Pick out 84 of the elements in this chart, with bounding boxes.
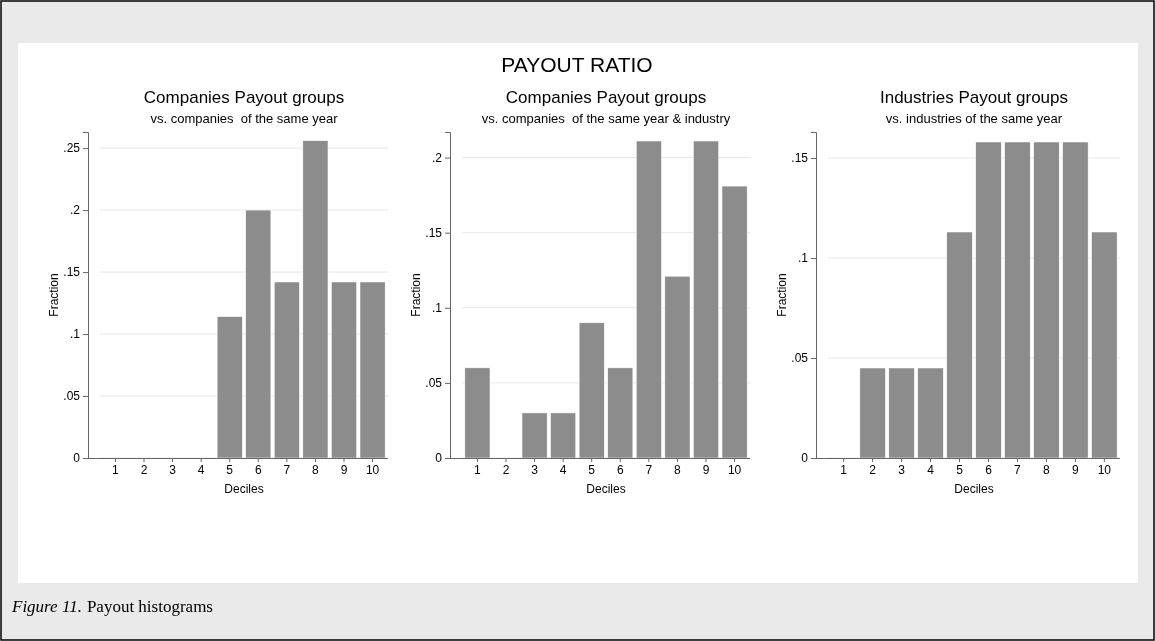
bar <box>888 367 915 459</box>
bar <box>1091 231 1118 459</box>
x-tick-label: 8 <box>1043 462 1051 477</box>
x-tick-label: 5 <box>956 462 964 477</box>
bar <box>464 367 491 459</box>
x-tick-label: 2 <box>869 462 877 477</box>
y-tick-label: .05 <box>425 376 443 391</box>
bar <box>331 281 357 459</box>
x-tick-label: 4 <box>197 462 205 477</box>
bar <box>975 141 1002 459</box>
x-tick-label: 7 <box>645 462 653 477</box>
bar <box>693 140 719 459</box>
bar <box>1062 141 1089 459</box>
y-axis-title: Fraction <box>47 273 61 317</box>
x-tick-label: 3 <box>169 462 177 477</box>
x-tick-label: 10 <box>1097 462 1112 477</box>
x-tick-label: 1 <box>112 462 120 477</box>
y-tick-label: .1 <box>797 251 809 266</box>
x-tick-label: 1 <box>840 462 848 477</box>
x-tick-label: 5 <box>588 462 596 477</box>
x-axis-title: Deciles <box>954 482 994 496</box>
bar <box>636 140 662 459</box>
bar <box>607 367 634 459</box>
x-tick-label: 8 <box>674 462 682 477</box>
x-axis-title: Deciles <box>586 482 626 496</box>
bar <box>550 412 576 459</box>
bar <box>1033 141 1060 459</box>
bar <box>1004 141 1031 459</box>
x-tick-label: 2 <box>502 462 510 477</box>
y-tick-label: .2 <box>431 150 443 165</box>
x-tick-label: 8 <box>312 462 320 477</box>
y-tick-label: .05 <box>791 351 809 366</box>
chart-title: Companies Payout groups <box>143 88 345 107</box>
bar <box>946 231 973 459</box>
y-tick-label: 0 <box>435 451 443 466</box>
x-tick-label: 6 <box>616 462 624 477</box>
y-axis-title: Fraction <box>409 273 423 317</box>
x-tick-label: 9 <box>702 462 710 477</box>
y-tick-label: .15 <box>791 151 809 166</box>
x-tick-label: 3 <box>531 462 539 477</box>
bar <box>245 209 272 459</box>
x-tick-label: 9 <box>340 462 348 477</box>
bar <box>274 281 300 459</box>
bar <box>216 316 243 459</box>
x-tick-label: 2 <box>140 462 148 477</box>
chart-subtitle: vs. industries of the same year <box>885 111 1063 126</box>
chart-subtitle: vs. companies of the same year <box>150 111 339 126</box>
chart-title: Industries Payout groups <box>879 88 1069 107</box>
bar <box>521 412 548 459</box>
x-tick-label: 10 <box>365 462 380 477</box>
x-axis-title: Deciles <box>224 482 264 496</box>
bar <box>917 367 944 459</box>
text: PAYOUT RATIO <box>501 53 653 76</box>
x-tick-label: 4 <box>927 462 935 477</box>
x-tick-label: 4 <box>559 462 567 477</box>
chart-subtitle: vs. companies of the same year & industry <box>481 111 731 126</box>
y-tick-label: .15 <box>425 225 443 240</box>
y-tick-label: .15 <box>63 265 81 280</box>
caption: Figure 11. <box>11 597 82 616</box>
chart-title: Companies Payout groups <box>505 88 707 107</box>
bar <box>578 322 605 459</box>
y-tick-label: 0 <box>73 451 81 466</box>
x-tick-label: 6 <box>254 462 262 477</box>
x-tick-label: 7 <box>283 462 291 477</box>
bar <box>359 281 386 459</box>
y-tick-label: .1 <box>431 301 443 316</box>
x-tick-label: 3 <box>898 462 906 477</box>
y-tick-label: .1 <box>69 327 81 342</box>
x-tick-label: 1 <box>474 462 482 477</box>
bar <box>302 140 329 459</box>
y-tick-label: .2 <box>69 203 81 218</box>
x-tick-label: 6 <box>985 462 993 477</box>
text: Payout histograms <box>86 597 213 616</box>
bar <box>859 367 886 459</box>
y-tick-label: 0 <box>801 451 809 466</box>
y-tick-label: .25 <box>63 141 81 156</box>
y-axis-title: Fraction <box>775 273 789 317</box>
x-tick-label: 10 <box>727 462 742 477</box>
bar <box>664 275 691 459</box>
y-tick-label: .05 <box>63 389 81 404</box>
bar <box>721 185 748 459</box>
x-tick-label: 7 <box>1014 462 1022 477</box>
x-tick-label: 9 <box>1072 462 1080 477</box>
x-tick-label: 5 <box>226 462 234 477</box>
